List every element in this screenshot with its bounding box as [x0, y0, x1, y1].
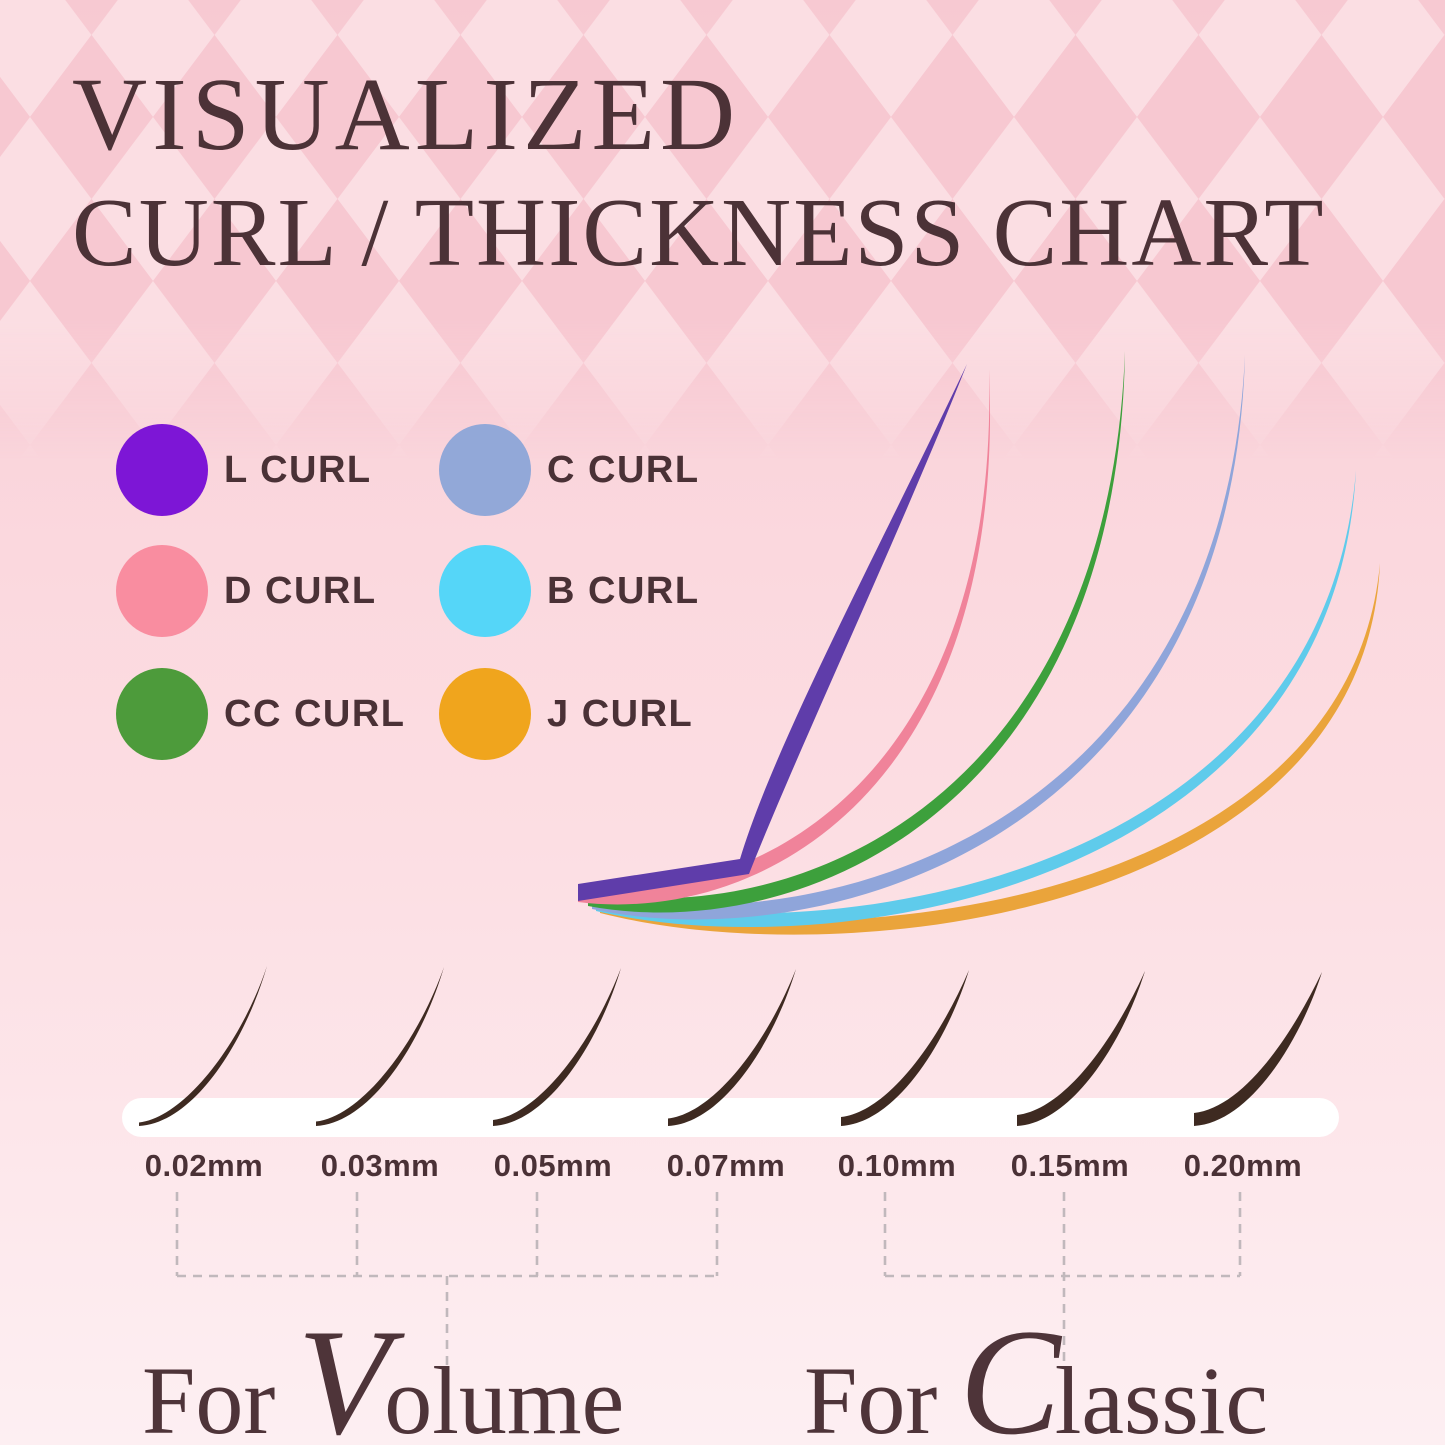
classic-rest-text: lassic [1054, 1347, 1269, 1445]
thickness-label-0-02mm: 0.02mm [144, 1148, 264, 1183]
diamond-pattern [0, 0, 1445, 560]
legend-label-l-curl: L CURL [224, 449, 372, 491]
volume-for-text: For [142, 1347, 276, 1445]
volume-initial-text: V [297, 1298, 391, 1445]
legend-label-j-curl: J CURL [547, 693, 694, 735]
c-curl-curve [592, 355, 1245, 920]
thickness-label-0-20mm: 0.20mm [1183, 1148, 1303, 1183]
cc-curl-swatch-icon [116, 668, 208, 760]
classic-for-text: For [804, 1347, 938, 1445]
page-title-line2: CURL / THICKNESS CHART [72, 179, 1326, 286]
thickness-label-0-03mm: 0.03mm [320, 1148, 440, 1183]
thickness-label-0-05mm: 0.05mm [493, 1148, 613, 1183]
group-label-classic: For Classic [804, 1306, 1269, 1445]
volume-rest-text: olume [384, 1347, 625, 1445]
page-title: VISUALIZED CURL / THICKNESS CHART [72, 56, 1326, 292]
legend-label-c-curl: C CURL [547, 449, 700, 491]
classic-initial-text: C [959, 1298, 1061, 1445]
l-curl-curve [578, 364, 967, 901]
c-curl-swatch-icon [439, 424, 531, 516]
page-title-line1: VISUALIZED [72, 57, 741, 172]
group-label-volume: For Volume [142, 1306, 625, 1445]
thickness-label-0-07mm: 0.07mm [666, 1148, 786, 1183]
j-curl-swatch-icon [439, 668, 531, 760]
j-curl-curve [600, 563, 1380, 935]
lash-0-20mm [1194, 972, 1322, 1126]
b-curl-swatch-icon [439, 545, 531, 637]
thickness-label-0-10mm: 0.10mm [837, 1148, 957, 1183]
d-curl-swatch-icon [116, 545, 208, 637]
thickness-label-0-15mm: 0.15mm [1010, 1148, 1130, 1183]
legend-label-d-curl: D CURL [224, 570, 377, 612]
lash-strip-band [122, 1098, 1339, 1137]
legend-label-b-curl: B CURL [547, 570, 700, 612]
b-curl-curve [596, 470, 1356, 928]
cc-curl-curve [588, 351, 1125, 913]
classic-group-bracket [883, 1192, 1242, 1368]
l-curl-swatch-icon [116, 424, 208, 516]
legend-label-cc-curl: CC CURL [224, 693, 406, 735]
